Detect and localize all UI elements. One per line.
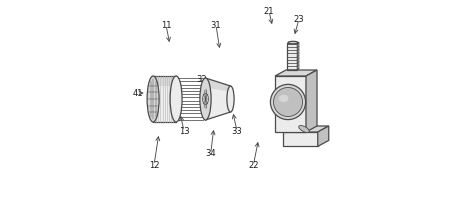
Text: 13: 13	[179, 127, 189, 136]
Text: 22: 22	[248, 160, 259, 170]
Text: 11: 11	[161, 21, 171, 29]
Ellipse shape	[200, 78, 211, 120]
Ellipse shape	[299, 125, 309, 133]
Polygon shape	[283, 126, 329, 132]
Polygon shape	[283, 132, 318, 146]
Polygon shape	[205, 78, 230, 92]
Polygon shape	[298, 42, 299, 70]
Text: 41: 41	[133, 88, 143, 98]
Ellipse shape	[279, 95, 289, 102]
Polygon shape	[205, 78, 230, 120]
Polygon shape	[275, 70, 317, 76]
Polygon shape	[153, 76, 176, 122]
Ellipse shape	[170, 76, 182, 122]
Ellipse shape	[288, 41, 298, 44]
Text: 23: 23	[294, 15, 304, 23]
Text: 32: 32	[196, 75, 207, 84]
Ellipse shape	[274, 87, 303, 117]
Polygon shape	[318, 126, 329, 146]
Ellipse shape	[270, 84, 306, 120]
Text: 33: 33	[232, 127, 243, 136]
Polygon shape	[275, 76, 306, 132]
Polygon shape	[287, 43, 298, 70]
Ellipse shape	[227, 86, 234, 112]
Text: 34: 34	[205, 150, 216, 158]
Text: 12: 12	[149, 160, 159, 170]
Text: 21: 21	[264, 6, 274, 16]
Ellipse shape	[147, 76, 159, 122]
Polygon shape	[153, 76, 176, 86]
Text: 31: 31	[211, 21, 221, 29]
Polygon shape	[306, 70, 317, 132]
